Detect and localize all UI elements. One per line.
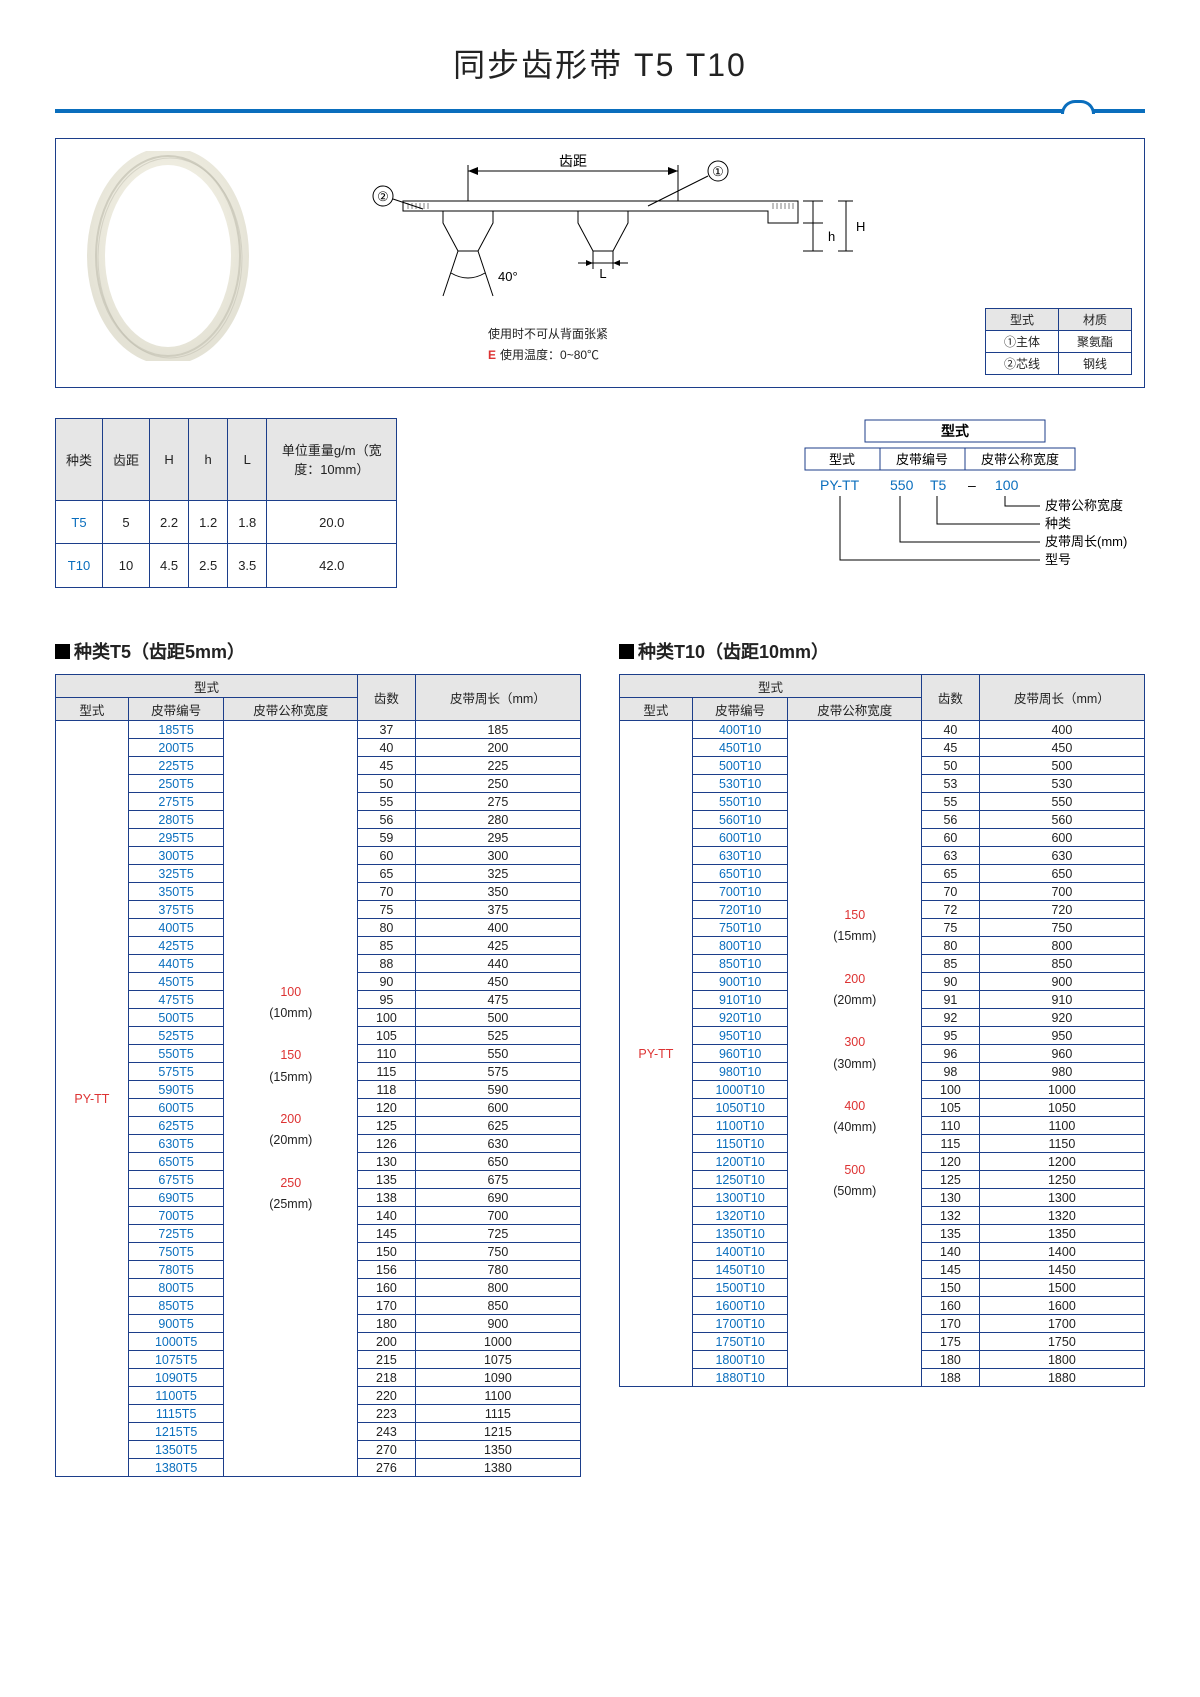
svg-text:型式: 型式 [941,423,969,439]
svg-text:40°: 40° [498,269,518,284]
svg-text:种类: 种类 [1045,516,1071,531]
svg-text:T5: T5 [930,477,947,493]
svg-text:型式: 型式 [829,452,855,467]
svg-text:h: h [828,229,835,244]
header-rule [55,106,1145,116]
svg-text:皮带编号: 皮带编号 [896,452,948,467]
svg-text:550: 550 [890,477,914,493]
format-diagram: 型式 型式 皮带编号 皮带公称宽度 PY-TT 550 T5 – 100 皮带公… [765,418,1145,588]
spec-table: 种类齿距HhL单位重量g/m（宽度：10mm）T552.21.21.820.0T… [55,418,397,588]
svg-text:PY-TT: PY-TT [820,477,860,493]
t10-heading: 种类T10（齿距10mm） [619,638,1145,664]
belt-loop-image [68,151,268,361]
t10-table: 型式齿数皮带周长（mm）型式皮带编号皮带公称宽度PY-TT400T10150(1… [619,674,1145,1387]
svg-text:–: – [968,477,976,493]
svg-text:H: H [856,219,865,234]
svg-text:皮带公称宽度: 皮带公称宽度 [1045,498,1123,513]
top-diagram-box: 齿距 ① ② [55,138,1145,388]
svg-text:①: ① [712,164,724,179]
pitch-label: 齿距 [559,153,587,169]
svg-text:L: L [599,266,606,281]
svg-text:100: 100 [995,477,1019,493]
svg-text:型号: 型号 [1045,552,1071,567]
t5-heading: 种类T5（齿距5mm） [55,638,581,664]
t5-table: 型式齿数皮带周长（mm）型式皮带编号皮带公称宽度PY-TT185T5100(10… [55,674,581,1477]
svg-text:皮带周长(mm): 皮带周长(mm) [1045,534,1127,549]
svg-text:皮带公称宽度: 皮带公称宽度 [981,452,1059,467]
svg-text:②: ② [377,189,389,204]
material-table: 型式材质 ①主体聚氨酯 ②芯线钢线 [985,308,1132,375]
page-title: 同步齿形带 T5 T10 [55,40,1145,86]
usage-notes: 使用时不可从背面张紧 E使用温度：0~80℃ [488,324,608,365]
